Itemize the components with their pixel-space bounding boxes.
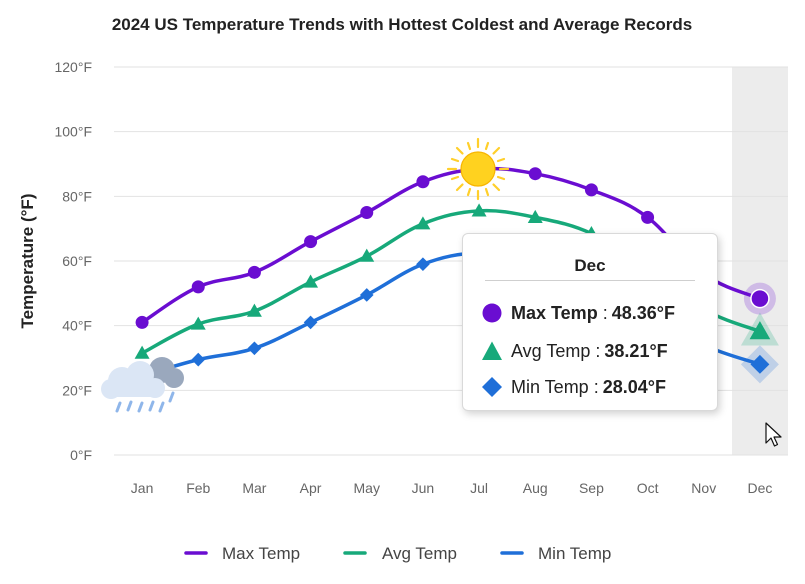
tooltip-value: 38.21°F xyxy=(604,340,668,361)
y-tick-label: 40°F xyxy=(62,318,92,334)
series-line-max-temp xyxy=(140,166,762,325)
x-tick-label: Nov xyxy=(691,480,716,496)
diamond-marker-icon xyxy=(482,377,502,397)
y-tick-label: 20°F xyxy=(62,382,92,398)
y-tick-label: 0°F xyxy=(70,447,92,463)
tooltip-value: 48.36°F xyxy=(611,302,675,323)
tooltip-header: Dec xyxy=(485,256,695,281)
x-axis-ticks: Jan Feb Mar Apr May Jun Jul Aug Sep Oct Nov Dec xyxy=(131,480,773,496)
tooltip-series-name: Avg Temp xyxy=(511,340,591,361)
y-axis-label: Temperature (°F) xyxy=(18,194,37,329)
y-tick-label: 80°F xyxy=(62,188,92,204)
x-tick-label: Sep xyxy=(579,480,604,496)
data-point-min-temp[interactable] xyxy=(303,315,318,330)
x-tick-label: Aug xyxy=(523,480,548,496)
x-tick-label: Apr xyxy=(300,480,322,496)
data-point-min-temp[interactable] xyxy=(750,354,770,374)
tooltip-series-name: Max Temp xyxy=(511,302,598,323)
y-tick-label: 120°F xyxy=(54,59,92,75)
data-point-max-temp[interactable] xyxy=(135,315,149,329)
data-point-max-temp[interactable] xyxy=(416,175,430,189)
data-point-max-temp[interactable] xyxy=(360,206,374,219)
y-axis-ticks: 0°F 20°F 40°F 60°F 80°F 100°F 120°F xyxy=(54,59,92,463)
tooltip-row-max: Max Temp :48.36°F xyxy=(481,300,675,326)
circle-marker-icon xyxy=(482,303,502,323)
data-point-avg-temp[interactable] xyxy=(246,303,262,317)
data-point-max-temp[interactable] xyxy=(247,265,261,279)
data-point-min-temp[interactable] xyxy=(247,341,262,356)
tooltip: Dec Max Temp :48.36°F Avg Temp :38.21°F … xyxy=(462,233,718,411)
tooltip-row-min: Min Temp :28.04°F xyxy=(481,374,666,400)
data-point-min-temp[interactable] xyxy=(416,257,430,272)
x-tick-label: May xyxy=(354,480,380,496)
legend-label-avg[interactable]: Avg Temp xyxy=(382,544,457,563)
data-point-avg-temp[interactable] xyxy=(471,203,487,217)
tooltip-series-name: Min Temp xyxy=(511,376,589,397)
data-point-avg-temp[interactable] xyxy=(190,316,206,330)
sun-icon xyxy=(446,137,510,201)
x-tick-label: Dec xyxy=(747,480,772,496)
legend-label-min[interactable]: Min Temp xyxy=(538,544,611,563)
x-tick-label: Mar xyxy=(242,480,266,496)
y-tick-label: 100°F xyxy=(54,124,92,140)
tooltip-row-avg: Avg Temp :38.21°F xyxy=(481,338,668,364)
rain-cloud-icon xyxy=(101,357,184,413)
data-point-max-temp[interactable] xyxy=(750,288,770,309)
data-point-avg-temp[interactable] xyxy=(527,209,543,223)
data-point-max-temp[interactable] xyxy=(191,280,205,294)
mouse-cursor-icon xyxy=(765,422,782,447)
data-point-avg-temp[interactable] xyxy=(134,345,150,359)
triangle-marker-icon xyxy=(482,341,502,360)
x-tick-label: Jan xyxy=(131,480,154,496)
x-tick-label: Oct xyxy=(637,480,659,496)
data-point-min-temp[interactable] xyxy=(191,352,206,367)
data-point-max-temp[interactable] xyxy=(528,167,542,181)
tooltip-value: 28.04°F xyxy=(602,376,666,397)
data-point-min-temp[interactable] xyxy=(359,288,374,302)
data-point-max-temp[interactable] xyxy=(584,183,598,197)
data-point-avg-temp[interactable] xyxy=(415,216,431,230)
legend: Max Temp Avg Temp Min Temp xyxy=(184,544,611,563)
legend-label-max[interactable]: Max Temp xyxy=(222,544,300,563)
data-point-avg-temp[interactable] xyxy=(303,274,319,288)
chart-title: 2024 US Temperature Trends with Hottest … xyxy=(112,15,692,34)
data-point-avg-temp[interactable] xyxy=(359,248,375,262)
data-point-max-temp[interactable] xyxy=(304,235,318,249)
data-point-avg-temp[interactable] xyxy=(749,321,771,340)
y-tick-label: 60°F xyxy=(62,253,92,269)
data-point-max-temp[interactable] xyxy=(641,210,655,224)
x-tick-label: Jul xyxy=(470,480,488,496)
x-tick-label: Feb xyxy=(186,480,210,496)
x-tick-label: Jun xyxy=(412,480,435,496)
